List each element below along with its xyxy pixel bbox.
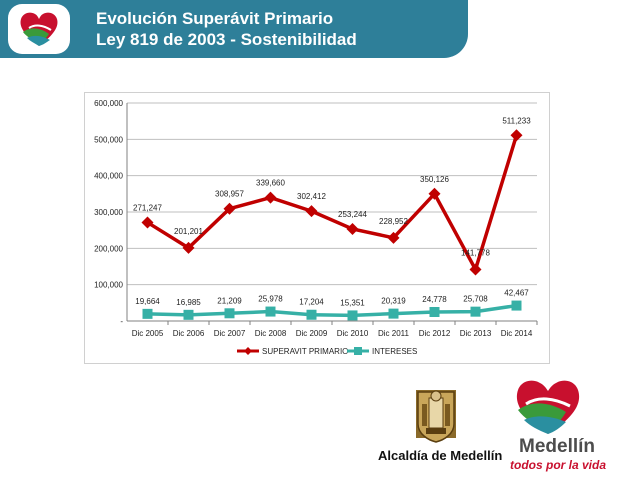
data-label: 24,778 [422,295,447,304]
footer-logo [510,376,586,441]
medellin-heart-logo-icon [20,12,58,47]
data-label: 20,319 [381,297,406,306]
legend-marker [244,347,252,355]
x-tick-label: Dic 2011 [378,329,410,338]
y-tick-label: 100,000 [94,281,123,290]
legend-label: INTERESES [372,347,417,356]
page-title-line1: Evolución Superávit Primario [96,9,334,28]
series-point [470,306,481,317]
line-chart: - 100,000 200,000 300,000 400,000 500,000 600,… [94,99,538,356]
data-label: 511,233 [502,116,531,125]
series-point [429,306,440,317]
header-band: Evolución Superávit Primario Ley 819 de … [0,0,468,58]
data-label: 15,351 [340,298,365,307]
data-label: 17,204 [299,298,324,307]
series-point [306,309,317,320]
header-logo [8,4,70,54]
data-label: 339,660 [256,179,285,188]
series-point [264,191,277,204]
data-label: 16,985 [176,298,201,307]
series-line-0 [146,134,519,274]
alcaldia-crest [414,384,458,449]
chart-frame: - 100,000 200,000 300,000 400,000 500,000 600,… [84,92,550,364]
data-label: 19,664 [135,297,160,306]
series-point [305,205,318,218]
x-tick-label: Dic 2005 [132,329,164,338]
data-label: 302,412 [297,192,326,201]
series-line-1 [147,303,517,318]
series-point [265,306,276,317]
medellin-heart-logo-icon [516,380,580,434]
series-point [510,129,523,142]
data-label: 21,209 [217,296,242,305]
x-tick-label: Dic 2008 [255,329,287,338]
x-tick-label: Dic 2012 [419,329,451,338]
x-tick-label: Dic 2006 [173,329,205,338]
series-point [224,308,235,319]
brand-tagline: todos por la vida [510,458,607,472]
series-point [511,300,522,311]
data-label: 25,978 [258,295,283,304]
data-label: 350,126 [420,175,449,184]
series-point [346,222,359,235]
x-tick-label: Dic 2014 [501,329,533,338]
page-title-line2: Ley 819 de 2003 - Sostenibilidad [96,30,357,49]
y-tick-label: - [120,317,123,326]
x-tick-label: Dic 2009 [296,329,328,338]
data-label: 141,778 [461,248,490,257]
data-label: 253,244 [338,210,367,219]
y-tick-label: 200,000 [94,244,123,253]
series-point [182,241,195,254]
data-label: 25,708 [463,295,488,304]
series-point [142,308,153,319]
brand-name: Medellín [519,436,596,457]
x-tick-label: Dic 2007 [214,329,246,338]
y-tick-label: 300,000 [94,208,123,217]
series-point [388,308,399,319]
alcaldia-crest-icon [416,390,456,443]
legend-label: SUPERAVIT PRIMARIO [262,347,348,356]
series-point [141,216,154,229]
y-tick-label: 500,000 [94,135,123,144]
series-point [387,231,400,244]
data-label: 228,952 [379,217,408,226]
series-point [183,309,194,320]
y-tick-label: 400,000 [94,172,123,181]
data-label: 42,467 [504,289,529,298]
x-tick-label: Dic 2013 [460,329,492,338]
legend-marker [354,347,362,355]
data-label: 201,201 [174,227,203,236]
series-point [428,187,441,200]
x-tick-label: Dic 2010 [337,329,369,338]
series-point [223,202,236,215]
series-point [347,310,358,321]
data-label: 308,957 [215,190,244,199]
data-label: 271,247 [133,203,162,212]
series-point [469,263,482,276]
alcaldia-label: Alcaldía de Medellín [378,448,503,463]
y-tick-label: 600,000 [94,99,123,108]
